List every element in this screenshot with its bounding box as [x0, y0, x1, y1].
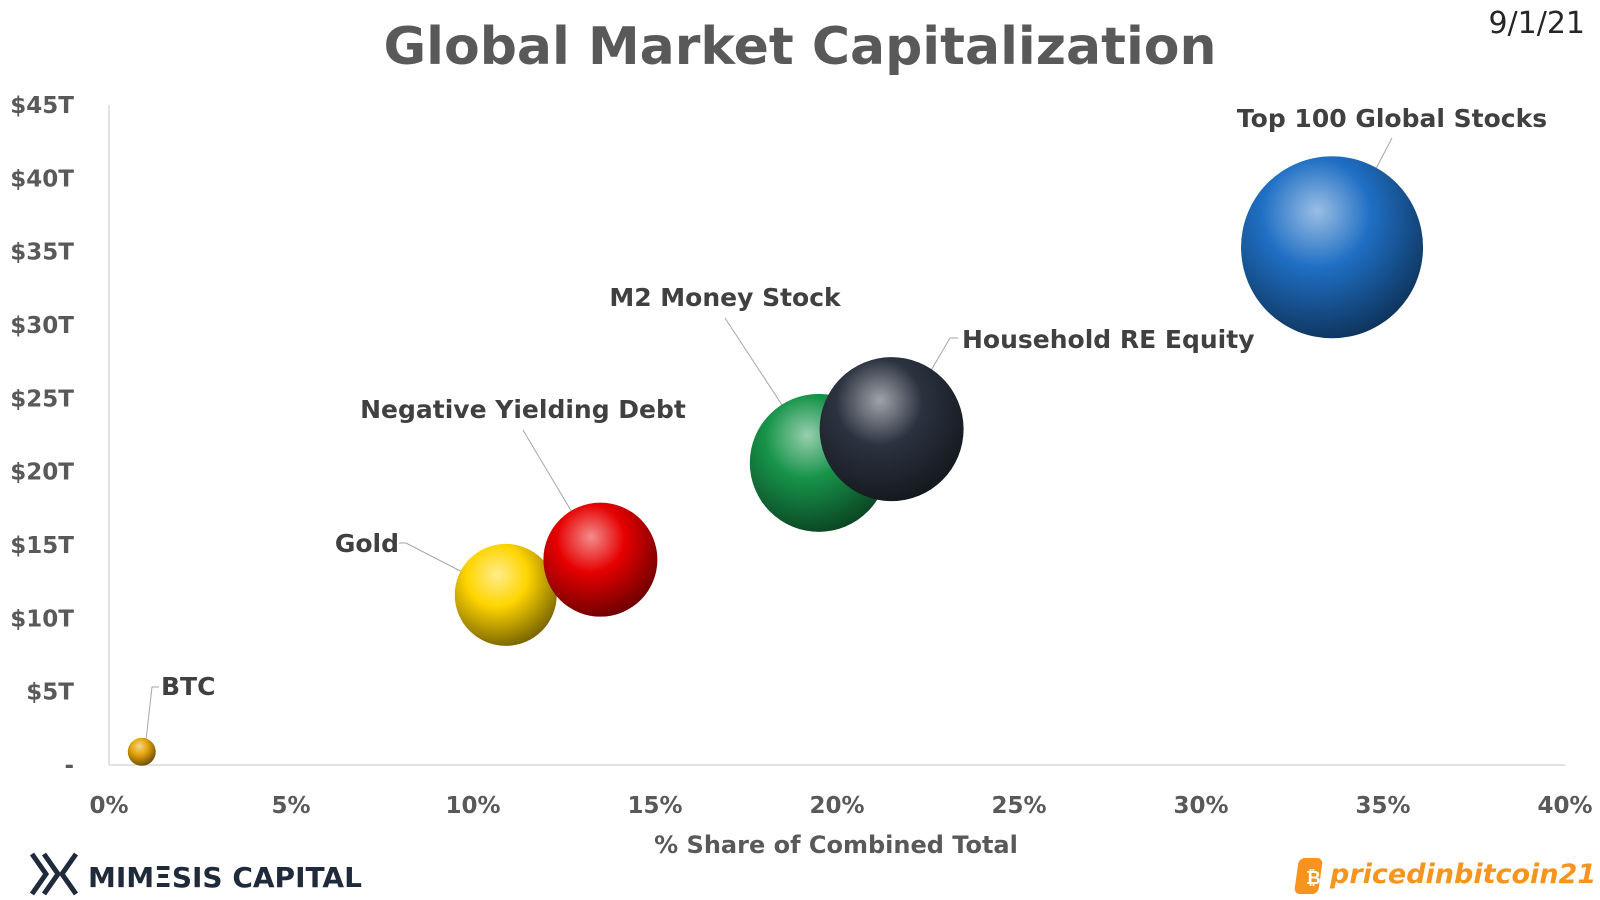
x-tick-label: 25% [991, 793, 1046, 819]
bubble-household-re-equity [819, 357, 964, 502]
chart-title: Global Market Capitalization [383, 17, 1216, 77]
point-label-gold: Gold [335, 529, 399, 558]
point-label-negative-yielding-debt: Negative Yielding Debt [360, 395, 686, 424]
point-labels: BTC Gold Negative Yielding Debt M2 Money St… [161, 104, 1547, 701]
pricedinbitcoin-logo-text: pricedinbitcoin21 [1329, 859, 1596, 890]
y-tick-label: $5T [26, 680, 74, 706]
pricedinbitcoin-logo: ₿ pricedinbitcoin21 [1294, 858, 1596, 894]
y-tick-label: $15T [10, 533, 74, 559]
svg-text:₿: ₿ [1306, 868, 1321, 889]
bubble-top-100-global-stocks [1241, 156, 1424, 339]
x-tick-label: 35% [1355, 793, 1410, 819]
y-tick-label: - [64, 753, 74, 779]
y-tick-label: $20T [10, 460, 74, 486]
y-tick-label: $35T [10, 240, 74, 266]
x-tick-labels: 0% 5% 10% 15% 20% 25% 30% 35% 40% [89, 793, 1592, 819]
x-tick-label: 40% [1537, 793, 1592, 819]
point-label-m2-money-stock: M2 Money Stock [609, 283, 842, 312]
mimesis-logo-text: MIMΞSIS CAPITAL [88, 861, 362, 894]
date-label: 9/1/21 [1488, 6, 1585, 41]
bubbles [127, 156, 1424, 766]
mimesis-logo-icon [29, 852, 79, 896]
bitcoin-badge-icon: ₿ [1294, 858, 1323, 894]
point-label-btc: BTC [161, 672, 215, 701]
x-tick-label: 15% [627, 793, 682, 819]
y-tick-label: $10T [10, 606, 74, 632]
point-label-household-re-equity: Household RE Equity [962, 325, 1255, 354]
y-tick-label: $40T [10, 166, 74, 192]
y-tick-label: $25T [10, 386, 74, 412]
x-tick-label: 5% [271, 793, 310, 819]
x-tick-label: 20% [809, 793, 864, 819]
x-tick-label: 10% [445, 793, 500, 819]
y-tick-labels: - $5T $10T $15T $20T $25T $30T $35T $40T $45T [10, 93, 74, 779]
bubble-btc [127, 737, 156, 766]
x-tick-label: 0% [89, 793, 128, 819]
axes [108, 105, 1565, 766]
leader-line-btc [144, 686, 159, 750]
x-tick-label: 30% [1173, 793, 1228, 819]
y-tick-label: $30T [10, 313, 74, 339]
bubble-negative-yielding-debt [543, 502, 658, 617]
mimesis-logo: MIMΞSIS CAPITAL [29, 852, 362, 896]
x-axis-title: % Share of Combined Total [654, 831, 1018, 859]
bubble-gold [454, 543, 557, 646]
point-label-top-100-global-stocks: Top 100 Global Stocks [1237, 104, 1547, 133]
y-tick-label: $45T [10, 93, 74, 119]
